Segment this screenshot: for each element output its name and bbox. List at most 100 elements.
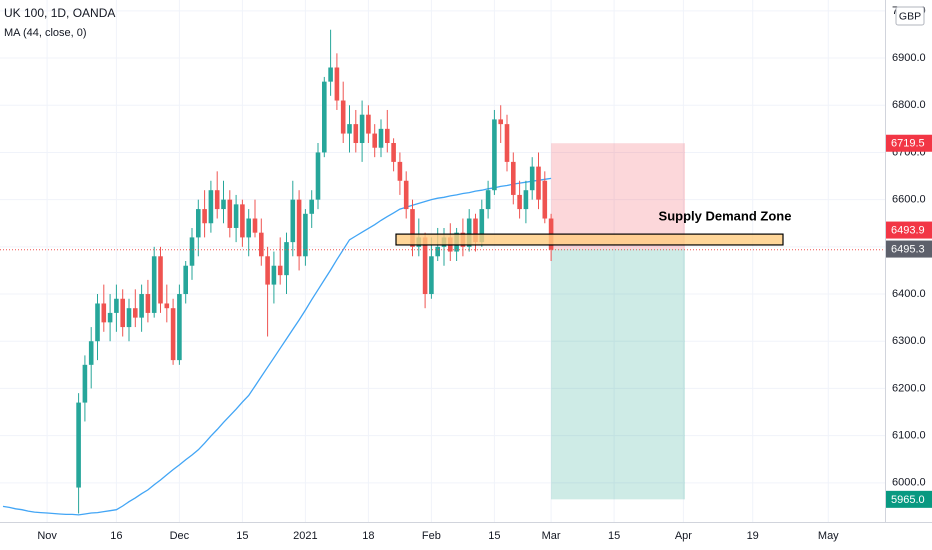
candle-body xyxy=(422,237,428,295)
currency-box[interactable] xyxy=(895,6,925,26)
candle-body xyxy=(485,190,491,210)
axes: 6000.06100.06200.06300.06400.06500.06600… xyxy=(37,5,932,542)
candle-body xyxy=(353,124,359,144)
candle-body xyxy=(378,128,384,148)
price-tag xyxy=(886,240,932,258)
x-tick-label: Nov xyxy=(37,530,57,542)
candle-body xyxy=(252,218,258,233)
candle-body xyxy=(221,199,226,210)
candle-body xyxy=(492,119,497,191)
candle-body xyxy=(366,114,371,134)
candle-body xyxy=(328,67,333,82)
candle-body xyxy=(372,133,377,148)
price-tag-label: 6719.5 xyxy=(891,138,925,150)
candle-body xyxy=(177,294,182,361)
stop-zone xyxy=(551,143,685,250)
y-tick-label: 6800.0 xyxy=(892,99,926,111)
x-tick-label: Apr xyxy=(675,530,692,542)
x-tick-label: May xyxy=(818,530,839,542)
candle-body xyxy=(435,246,440,257)
x-tick-label: 18 xyxy=(362,530,374,542)
candle-body xyxy=(88,341,94,365)
candle-body xyxy=(246,218,251,238)
candle-body xyxy=(101,303,107,323)
candle-body xyxy=(82,364,88,403)
candle-body xyxy=(120,298,125,328)
candle-body xyxy=(511,161,516,195)
x-tick-label: 15 xyxy=(608,530,620,542)
price-tag xyxy=(886,221,932,239)
candle-body xyxy=(227,199,233,228)
candle-body xyxy=(214,190,220,210)
price-tag xyxy=(886,490,932,508)
candle-body xyxy=(271,265,277,285)
candle-body xyxy=(536,166,541,200)
candle-body xyxy=(145,294,151,313)
candle-body xyxy=(322,81,327,153)
price-tag-label: 6495.3 xyxy=(891,243,925,255)
x-tick-label: Feb xyxy=(422,530,441,542)
candle-body xyxy=(303,213,308,257)
candle-body xyxy=(126,308,132,328)
x-tick-label: 16 xyxy=(110,530,122,542)
candle-body xyxy=(504,124,510,162)
candle-body xyxy=(208,190,214,224)
candle-body xyxy=(265,256,270,285)
candle-body xyxy=(466,218,472,247)
currency-label[interactable]: GBP xyxy=(899,10,921,22)
candle-body xyxy=(315,152,321,200)
y-tick-label: 6300.0 xyxy=(892,335,926,347)
candle-body xyxy=(277,265,283,276)
y-tick-label: 6600.0 xyxy=(892,194,926,206)
candle-body xyxy=(529,166,535,191)
candle-body xyxy=(403,180,409,210)
candle-body xyxy=(183,265,188,295)
y-tick-label: 6200.0 xyxy=(892,382,926,394)
candle-body xyxy=(240,204,245,238)
candle-body xyxy=(296,199,302,257)
candle-body xyxy=(523,190,529,210)
plot-area: Supply Demand Zone xyxy=(0,29,885,516)
price-tag xyxy=(886,134,932,152)
candle-body xyxy=(290,199,296,243)
candle-body xyxy=(95,303,100,342)
candle-body xyxy=(429,256,434,295)
candle-body xyxy=(410,209,415,247)
x-tick-label: Mar xyxy=(542,530,561,542)
candle-body xyxy=(385,128,390,144)
x-tick-label: 19 xyxy=(747,530,759,542)
candle-body xyxy=(359,114,365,144)
candle-body xyxy=(107,312,113,323)
target-zone xyxy=(551,249,685,500)
candle-body xyxy=(133,308,138,318)
moving-average-line xyxy=(2,177,552,516)
x-tick-label: Dec xyxy=(170,530,190,542)
candle-body xyxy=(334,67,340,101)
candle-body xyxy=(189,237,195,266)
y-tick-label: 6400.0 xyxy=(892,288,926,300)
candle-body xyxy=(202,209,207,224)
supply-demand-zone xyxy=(395,233,784,246)
candle-body xyxy=(284,242,289,276)
candle-body xyxy=(479,209,485,243)
candle-body xyxy=(259,232,264,257)
candle-body xyxy=(233,204,239,228)
candle-body xyxy=(309,199,314,214)
candle-body xyxy=(542,180,548,219)
candle-body xyxy=(158,256,163,304)
candle-body xyxy=(347,124,352,134)
x-tick-label: 15 xyxy=(236,530,248,542)
candle-body xyxy=(170,308,176,361)
x-tick-label: 15 xyxy=(488,530,500,542)
candle-body xyxy=(517,194,522,210)
indicator-label: MA (44, close, 0) xyxy=(4,27,87,39)
candle-body xyxy=(473,218,478,243)
candle-body xyxy=(498,119,503,125)
y-tick-label: 6900.0 xyxy=(892,52,926,64)
x-tick-label: 2021 xyxy=(293,530,317,542)
candle-body xyxy=(397,161,403,181)
candle-body xyxy=(114,298,119,313)
candle-body xyxy=(164,303,170,309)
y-tick-label: 6100.0 xyxy=(892,430,926,442)
